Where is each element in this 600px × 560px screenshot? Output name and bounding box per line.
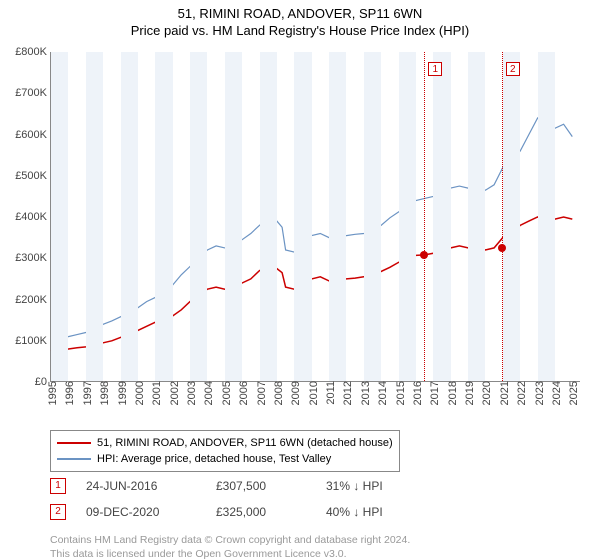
- legend-swatch: [57, 442, 91, 444]
- sale-marker-line: [424, 52, 425, 381]
- year-band: [260, 52, 277, 381]
- plot-area: £0£100K£200K£300K£400K£500K£600K£700K£80…: [50, 52, 580, 382]
- x-tick-label: 2000: [130, 381, 146, 405]
- footer-line-1: Contains HM Land Registry data © Crown c…: [50, 534, 410, 548]
- sale-marker-label: 2: [506, 62, 520, 76]
- x-tick-label: 2010: [304, 381, 320, 405]
- y-tick-label: £400K: [15, 211, 51, 223]
- year-band: [329, 52, 346, 381]
- x-tick-label: 2016: [408, 381, 424, 405]
- year-band: [86, 52, 103, 381]
- legend-label: HPI: Average price, detached house, Test…: [97, 453, 331, 465]
- x-tick-label: 1997: [78, 381, 94, 405]
- sale-delta: 31% ↓ HPI: [326, 479, 446, 493]
- legend-item: HPI: Average price, detached house, Test…: [57, 451, 393, 467]
- year-band: [468, 52, 485, 381]
- x-tick-label: 2002: [165, 381, 181, 405]
- year-band: [364, 52, 381, 381]
- x-tick-label: 1998: [95, 381, 111, 405]
- year-band: [121, 52, 138, 381]
- x-tick-label: 2004: [199, 381, 215, 405]
- x-tick-label: 1999: [113, 381, 129, 405]
- y-tick-label: £300K: [15, 252, 51, 264]
- y-tick-label: £200K: [15, 294, 51, 306]
- year-band: [538, 52, 555, 381]
- x-tick-label: 2025: [564, 381, 580, 405]
- year-band: [190, 52, 207, 381]
- sale-price: £307,500: [216, 479, 326, 493]
- x-tick-label: 2001: [147, 381, 163, 405]
- sale-number-box: 2: [50, 504, 66, 520]
- legend-label: 51, RIMINI ROAD, ANDOVER, SP11 6WN (deta…: [97, 437, 393, 449]
- x-tick-label: 2011: [321, 381, 337, 405]
- sale-row: 1 24-JUN-2016£307,50031% ↓ HPI: [50, 478, 446, 494]
- x-tick-label: 2015: [391, 381, 407, 405]
- x-tick-label: 2022: [512, 381, 528, 405]
- x-tick-label: 2013: [356, 381, 372, 405]
- year-band: [294, 52, 311, 381]
- x-tick-label: 2014: [373, 381, 389, 405]
- x-tick-label: 2018: [443, 381, 459, 405]
- y-tick-label: £500K: [15, 170, 51, 182]
- x-tick-label: 2023: [530, 381, 546, 405]
- sale-row: 2 09-DEC-2020£325,00040% ↓ HPI: [50, 504, 446, 520]
- x-tick-label: 2008: [269, 381, 285, 405]
- legend-swatch: [57, 458, 91, 460]
- sale-marker-dot: [420, 251, 428, 259]
- legend-item: 51, RIMINI ROAD, ANDOVER, SP11 6WN (deta…: [57, 435, 393, 451]
- x-tick-label: 2017: [425, 381, 441, 405]
- x-tick-label: 2020: [477, 381, 493, 405]
- sale-price: £325,000: [216, 505, 326, 519]
- x-tick-label: 2019: [460, 381, 476, 405]
- year-band: [503, 52, 520, 381]
- x-tick-label: 2021: [495, 381, 511, 405]
- x-tick-label: 2005: [217, 381, 233, 405]
- sale-date: 24-JUN-2016: [86, 479, 216, 493]
- year-band: [433, 52, 450, 381]
- sale-marker-label: 1: [428, 62, 442, 76]
- sale-number-box: 1: [50, 478, 66, 494]
- x-tick-label: 2007: [252, 381, 268, 405]
- x-tick-label: 1996: [60, 381, 76, 405]
- sale-marker-line: [502, 52, 503, 381]
- x-tick-label: 1995: [43, 381, 59, 405]
- chart-title-subtitle: Price paid vs. HM Land Registry's House …: [0, 23, 600, 38]
- sale-delta: 40% ↓ HPI: [326, 505, 446, 519]
- y-tick-label: £700K: [15, 87, 51, 99]
- year-band: [51, 52, 68, 381]
- x-tick-label: 2024: [547, 381, 563, 405]
- x-tick-label: 2003: [182, 381, 198, 405]
- year-band: [225, 52, 242, 381]
- y-tick-label: £600K: [15, 129, 51, 141]
- y-tick-label: £100K: [15, 335, 51, 347]
- chart-container: 51, RIMINI ROAD, ANDOVER, SP11 6WN Price…: [0, 6, 600, 560]
- chart-title-address: 51, RIMINI ROAD, ANDOVER, SP11 6WN: [0, 6, 600, 21]
- year-band: [399, 52, 416, 381]
- footer-line-2: This data is licensed under the Open Gov…: [50, 548, 410, 560]
- x-tick-label: 2009: [286, 381, 302, 405]
- year-band: [155, 52, 172, 381]
- sale-date: 09-DEC-2020: [86, 505, 216, 519]
- x-tick-label: 2012: [338, 381, 354, 405]
- attribution-footer: Contains HM Land Registry data © Crown c…: [50, 534, 410, 560]
- x-tick-label: 2006: [234, 381, 250, 405]
- legend-box: 51, RIMINI ROAD, ANDOVER, SP11 6WN (deta…: [50, 430, 400, 472]
- sale-marker-dot: [498, 244, 506, 252]
- y-tick-label: £800K: [15, 46, 51, 58]
